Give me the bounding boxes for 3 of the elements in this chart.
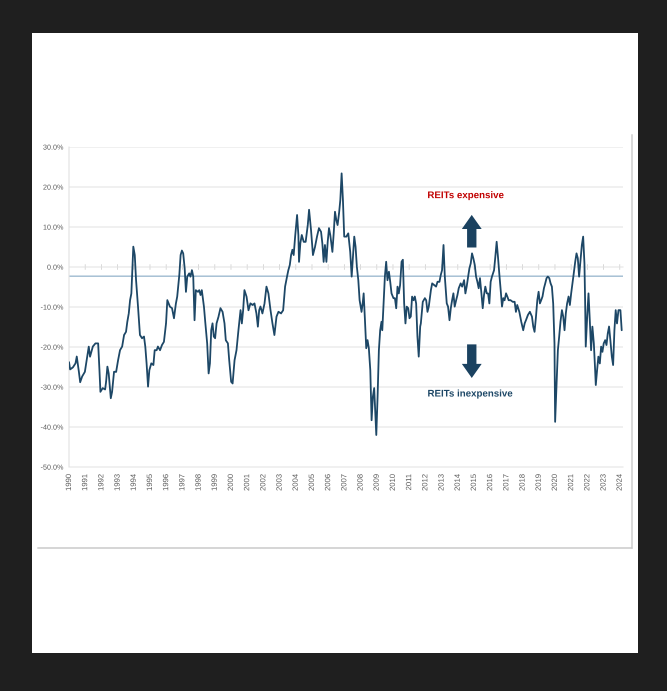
line-series — [69, 172, 623, 436]
annotation: REITs expensive — [428, 191, 504, 200]
annotation: REITs inexpensive — [428, 390, 512, 399]
